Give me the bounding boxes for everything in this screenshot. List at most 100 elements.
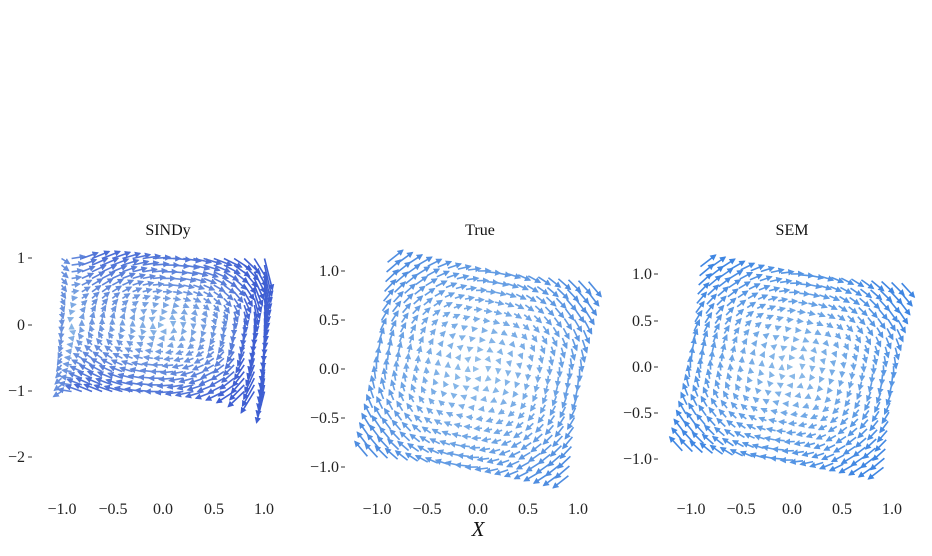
vector-arrow (69, 365, 83, 373)
vector-arrow (436, 449, 450, 456)
vector-arrow (867, 466, 884, 480)
vector-arrow (410, 324, 417, 334)
vector-arrow (758, 369, 765, 377)
vector-arrow (500, 329, 508, 336)
vector-arrow (203, 284, 216, 291)
vector-arrow (465, 285, 478, 292)
vector-arrow (87, 331, 94, 339)
vector-arrow (885, 337, 892, 350)
vector-arrow (793, 440, 806, 447)
vector-arrow (692, 384, 699, 397)
vector-arrow (512, 390, 519, 398)
vector-arrow (120, 359, 133, 366)
vector-arrow (136, 341, 144, 348)
vector-arrow (101, 264, 118, 273)
vector-arrow (361, 412, 372, 428)
vector-arrow (782, 335, 790, 342)
vector-arrow (900, 291, 913, 307)
vector-arrow (720, 258, 736, 269)
vector-arrow (485, 416, 494, 423)
vector-arrow (263, 258, 275, 291)
vector-arrow (443, 380, 450, 388)
vector-arrow (146, 341, 154, 349)
vector-arrow (800, 345, 808, 352)
x-tick-label: −1.0 (47, 501, 76, 518)
vector-arrow (142, 267, 158, 274)
vector-arrow (552, 475, 569, 489)
vector-arrow (833, 445, 846, 453)
vector-arrow (566, 288, 580, 303)
vector-arrow (727, 363, 734, 372)
vector-arrow (769, 371, 775, 379)
vector-arrow (210, 331, 217, 339)
vector-arrow (685, 364, 692, 378)
vector-arrow (415, 275, 429, 286)
vector-arrow (130, 327, 137, 335)
vector-arrow (385, 269, 399, 283)
vector-arrow (173, 282, 185, 289)
vector-arrow (893, 347, 901, 361)
panel-title-sindy: SINDy (145, 222, 190, 239)
vector-arrow (702, 330, 709, 342)
vector-arrow (856, 390, 863, 400)
vector-arrow (58, 380, 72, 388)
vector-arrow (83, 383, 103, 393)
vector-arrow (692, 328, 699, 341)
vector-arrow (152, 294, 162, 302)
vector-arrow (152, 288, 163, 295)
vector-arrow (539, 345, 546, 355)
vector-arrow (708, 274, 722, 287)
vector-arrow (459, 442, 470, 450)
vector-arrow (842, 445, 856, 455)
vector-arrow (554, 307, 565, 319)
vector-arrow (391, 369, 398, 381)
vector-arrow (825, 434, 837, 442)
vector-arrow (823, 444, 836, 451)
x-axis-sindy: −1.0 −0.5 0.0 0.5 1.0 (47, 501, 274, 518)
vector-arrow (445, 351, 452, 359)
vector-arrow (747, 292, 759, 300)
vector-arrow (837, 426, 848, 435)
vector-arrow (142, 294, 151, 301)
vector-arrow (379, 377, 386, 390)
vector-arrow (69, 329, 77, 336)
vector-arrow (564, 377, 572, 390)
vector-arrow (799, 290, 811, 297)
vector-arrow (570, 348, 577, 361)
vector-arrow (496, 459, 510, 466)
vector-arrow (704, 311, 713, 324)
vector-arrow (517, 352, 524, 360)
vector-arrow (517, 412, 525, 419)
vector-arrow (376, 336, 384, 350)
vector-arrow (233, 284, 246, 297)
vector-arrow (815, 433, 827, 440)
vector-arrow (558, 357, 565, 369)
vector-arrow (99, 311, 106, 319)
vector-arrow (764, 324, 772, 331)
vector-arrow (386, 438, 400, 451)
vector-arrow (122, 353, 133, 360)
vector-arrow (789, 458, 804, 465)
vector-arrow (870, 280, 885, 292)
vector-arrow (418, 395, 425, 404)
y-tick-label: 0 (17, 317, 25, 334)
vector-arrow (445, 282, 458, 289)
vector-arrow (61, 264, 70, 272)
vector-arrow (466, 275, 480, 283)
vector-arrow (374, 445, 389, 459)
vector-arrow (535, 423, 544, 434)
vector-arrow (750, 405, 758, 413)
vector-arrow (852, 446, 866, 457)
vector-arrow (697, 282, 710, 295)
vector-arrow (829, 285, 843, 293)
vector-arrow (810, 346, 817, 354)
vector-arrow (780, 269, 795, 276)
vector-arrow (721, 437, 734, 447)
vector-arrow (429, 438, 441, 445)
vector-arrow (183, 283, 195, 290)
vector-arrow (192, 303, 200, 310)
vector-arrow (211, 311, 218, 319)
vector-arrow (830, 454, 845, 463)
vector-arrow (80, 299, 88, 307)
vector-arrow (52, 390, 62, 398)
